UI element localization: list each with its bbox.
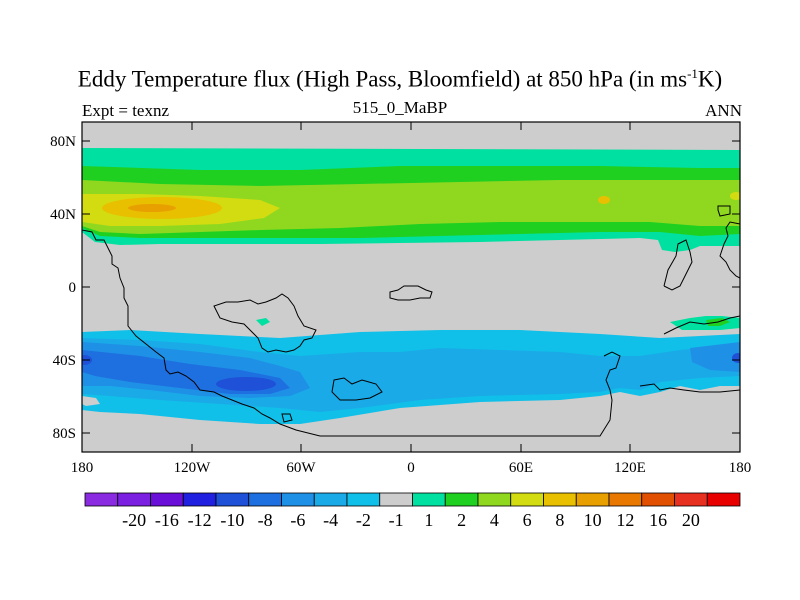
map-plot-area <box>82 122 740 452</box>
colorbar-box-11 <box>444 492 479 507</box>
colorbar-label-6: -4 <box>323 510 339 530</box>
colorbar-box-8 <box>346 492 381 507</box>
colorbar-label-7: -2 <box>355 510 371 530</box>
colorbar-label-16: 16 <box>649 510 668 530</box>
coastline-east-edge <box>719 221 740 279</box>
sh-grey-patch-east <box>650 396 720 408</box>
colorbar-box-17 <box>641 492 675 507</box>
colorbar-label-12: 6 <box>522 510 532 530</box>
sh-grey-patch-west <box>82 396 100 406</box>
colorbar-box-9 <box>379 492 413 507</box>
nh-spot-far-east <box>730 192 740 200</box>
colorbar-label-0: -20 <box>122 510 147 530</box>
coastline-sh-small <box>281 413 293 423</box>
colorbar-box-19 <box>706 492 741 507</box>
latitude-labels: 80N 40N 0 40S 80S <box>50 134 76 442</box>
lat-label-80n: 80N <box>50 134 76 150</box>
coastline-east-landmass <box>663 239 693 291</box>
coastline-island-ne <box>717 205 731 217</box>
coastline-central-continent <box>213 293 317 353</box>
colorbar-label-8: -1 <box>388 510 404 530</box>
season-label: ANN <box>705 101 742 120</box>
sh-minimum-core <box>216 377 276 391</box>
tropical-positive-patch <box>256 318 270 326</box>
coastline-west-continent <box>82 229 621 437</box>
colorbar-box-2 <box>150 492 184 507</box>
colorbar <box>84 492 741 507</box>
colorbar-label-2: -12 <box>187 510 212 530</box>
lat-label-40s: 40S <box>53 353 76 369</box>
latitude-ticks <box>82 140 740 434</box>
longitude-labels: 180 120W 60W 0 60E 120E 180 <box>71 460 752 476</box>
colorbar-label-15: 12 <box>616 510 635 530</box>
coastline-island-equator <box>389 285 433 301</box>
colorbar-box-12 <box>477 492 512 507</box>
colorbar-label-1: -16 <box>154 510 179 530</box>
colorbar-box-10 <box>412 492 446 507</box>
lat-label-80s: 80S <box>53 426 76 442</box>
lat-label-0: 0 <box>69 280 77 296</box>
colorbar-label-3: -10 <box>220 510 245 530</box>
colorbar-label-17: 20 <box>681 510 700 530</box>
colorbar-box-16 <box>608 492 643 507</box>
coastline-sh-east <box>639 383 740 393</box>
colorbar-label-14: 10 <box>583 510 602 530</box>
nh-moderate-positive-band <box>82 180 740 234</box>
colorbar-box-3 <box>182 492 217 507</box>
colorbar-label-4: -8 <box>257 510 273 530</box>
coastlines <box>82 205 740 437</box>
lon-label-180e: 180 <box>729 460 752 476</box>
title-suffix: K) <box>697 66 723 92</box>
coastline-east-south <box>663 315 740 335</box>
colorbar-box-5 <box>248 492 282 507</box>
colorbar-box-15 <box>575 492 610 507</box>
colorbar-box-1 <box>117 492 151 507</box>
colorbar-label-9: 1 <box>424 510 434 530</box>
colorbar-box-6 <box>281 492 315 507</box>
colorbar-box-18 <box>674 492 708 507</box>
colorbar-label-11: 4 <box>489 510 499 530</box>
sh-east-edge-core <box>732 353 740 363</box>
lon-label-0: 0 <box>407 460 415 476</box>
period-label: 515_0_MaBP <box>352 98 448 117</box>
title-superscript: -1 <box>687 66 698 81</box>
nh-spot-east <box>598 196 610 204</box>
colorbar-label-10: 2 <box>457 510 467 530</box>
colorbar-label-13: 8 <box>555 510 565 530</box>
longitude-ticks <box>81 122 741 452</box>
colorbar-box-4 <box>215 492 250 507</box>
colorbar-box-7 <box>313 492 348 507</box>
sh-east-moderate-patch <box>690 342 740 372</box>
map-title: Eddy Temperature flux (High Pass, Bloomf… <box>0 66 800 93</box>
lon-label-60w: 60W <box>286 460 316 476</box>
colorbar-box-13 <box>510 492 544 507</box>
title-text: Eddy Temperature flux (High Pass, Bloomf… <box>77 66 688 92</box>
colorbar-box-14 <box>543 492 577 507</box>
lon-label-180w: 180 <box>71 460 94 476</box>
lon-label-120w: 120W <box>174 460 212 476</box>
colorbar-label-5: -6 <box>290 510 306 530</box>
lon-label-120e: 120E <box>614 460 646 476</box>
lat-label-40n: 40N <box>50 207 76 223</box>
coastline-sh-interior <box>331 377 383 401</box>
nh-maximum-core <box>128 204 176 212</box>
experiment-label: Expt = texnz <box>82 101 170 120</box>
colorbar-box-0 <box>84 492 119 507</box>
lon-label-60e: 60E <box>509 460 533 476</box>
